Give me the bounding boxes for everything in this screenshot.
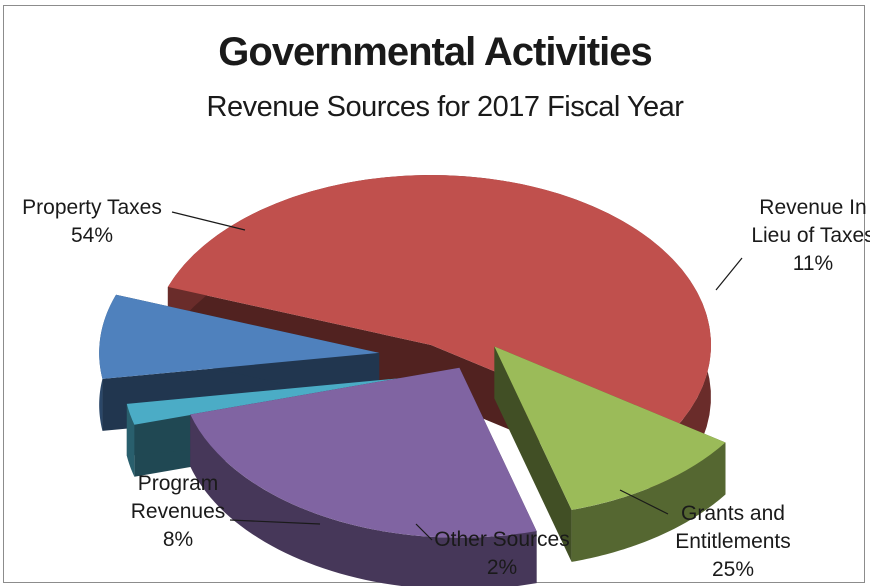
leader-line [619,489,669,515]
leader-lines [171,211,743,541]
slice-rim [571,442,726,562]
slice-rim [190,414,537,586]
chart-title: Governmental Activities [218,30,652,74]
slice-label: Other Sources 2% [434,528,569,579]
slice-top-face [190,367,537,538]
slice-label-line: Property Taxes [22,196,162,219]
slice-label-line: 2% [487,556,517,579]
slice-label-line: 25% [712,558,754,581]
leader-line [715,257,743,291]
slice-top-face [494,346,726,510]
leader-line [415,523,433,541]
pie-slice [190,367,537,586]
slice-label-line: Lieu of Taxes [751,224,870,247]
slice-label: Grants and Entitlements 25% [675,502,791,581]
slice-label-line: Revenue In [759,196,866,219]
slice-label: Property Taxes 54% [22,196,162,247]
slice-label-line: Program [138,472,219,495]
slice-labels: Property Taxes 54% Revenue In Lieu of Taxes… [22,196,870,581]
slice-label-line: Entitlements [675,530,791,553]
slice-label-line: Revenues [131,500,226,523]
chart-subtitle: Revenue Sources for 2017 Fiscal Year [206,91,684,123]
slice-rim [126,403,135,477]
slice-label: Program Revenues 8% [131,472,226,551]
slice-top-face [99,294,380,379]
slice-label-line: Grants and [681,502,785,525]
slice-label-line: 11% [793,252,833,275]
slice-label-line: 54% [71,224,113,247]
slice-side-wall [494,346,572,562]
slice-label: Revenue In Lieu of Taxes 11% [751,196,870,275]
pie-slice [494,346,726,562]
slice-label-line: Other Sources [434,528,569,551]
slice-top-face [167,175,712,442]
leader-line [171,211,246,231]
slice-label-line: 8% [163,528,193,551]
pie-slices [99,175,726,586]
leader-line [229,519,321,525]
